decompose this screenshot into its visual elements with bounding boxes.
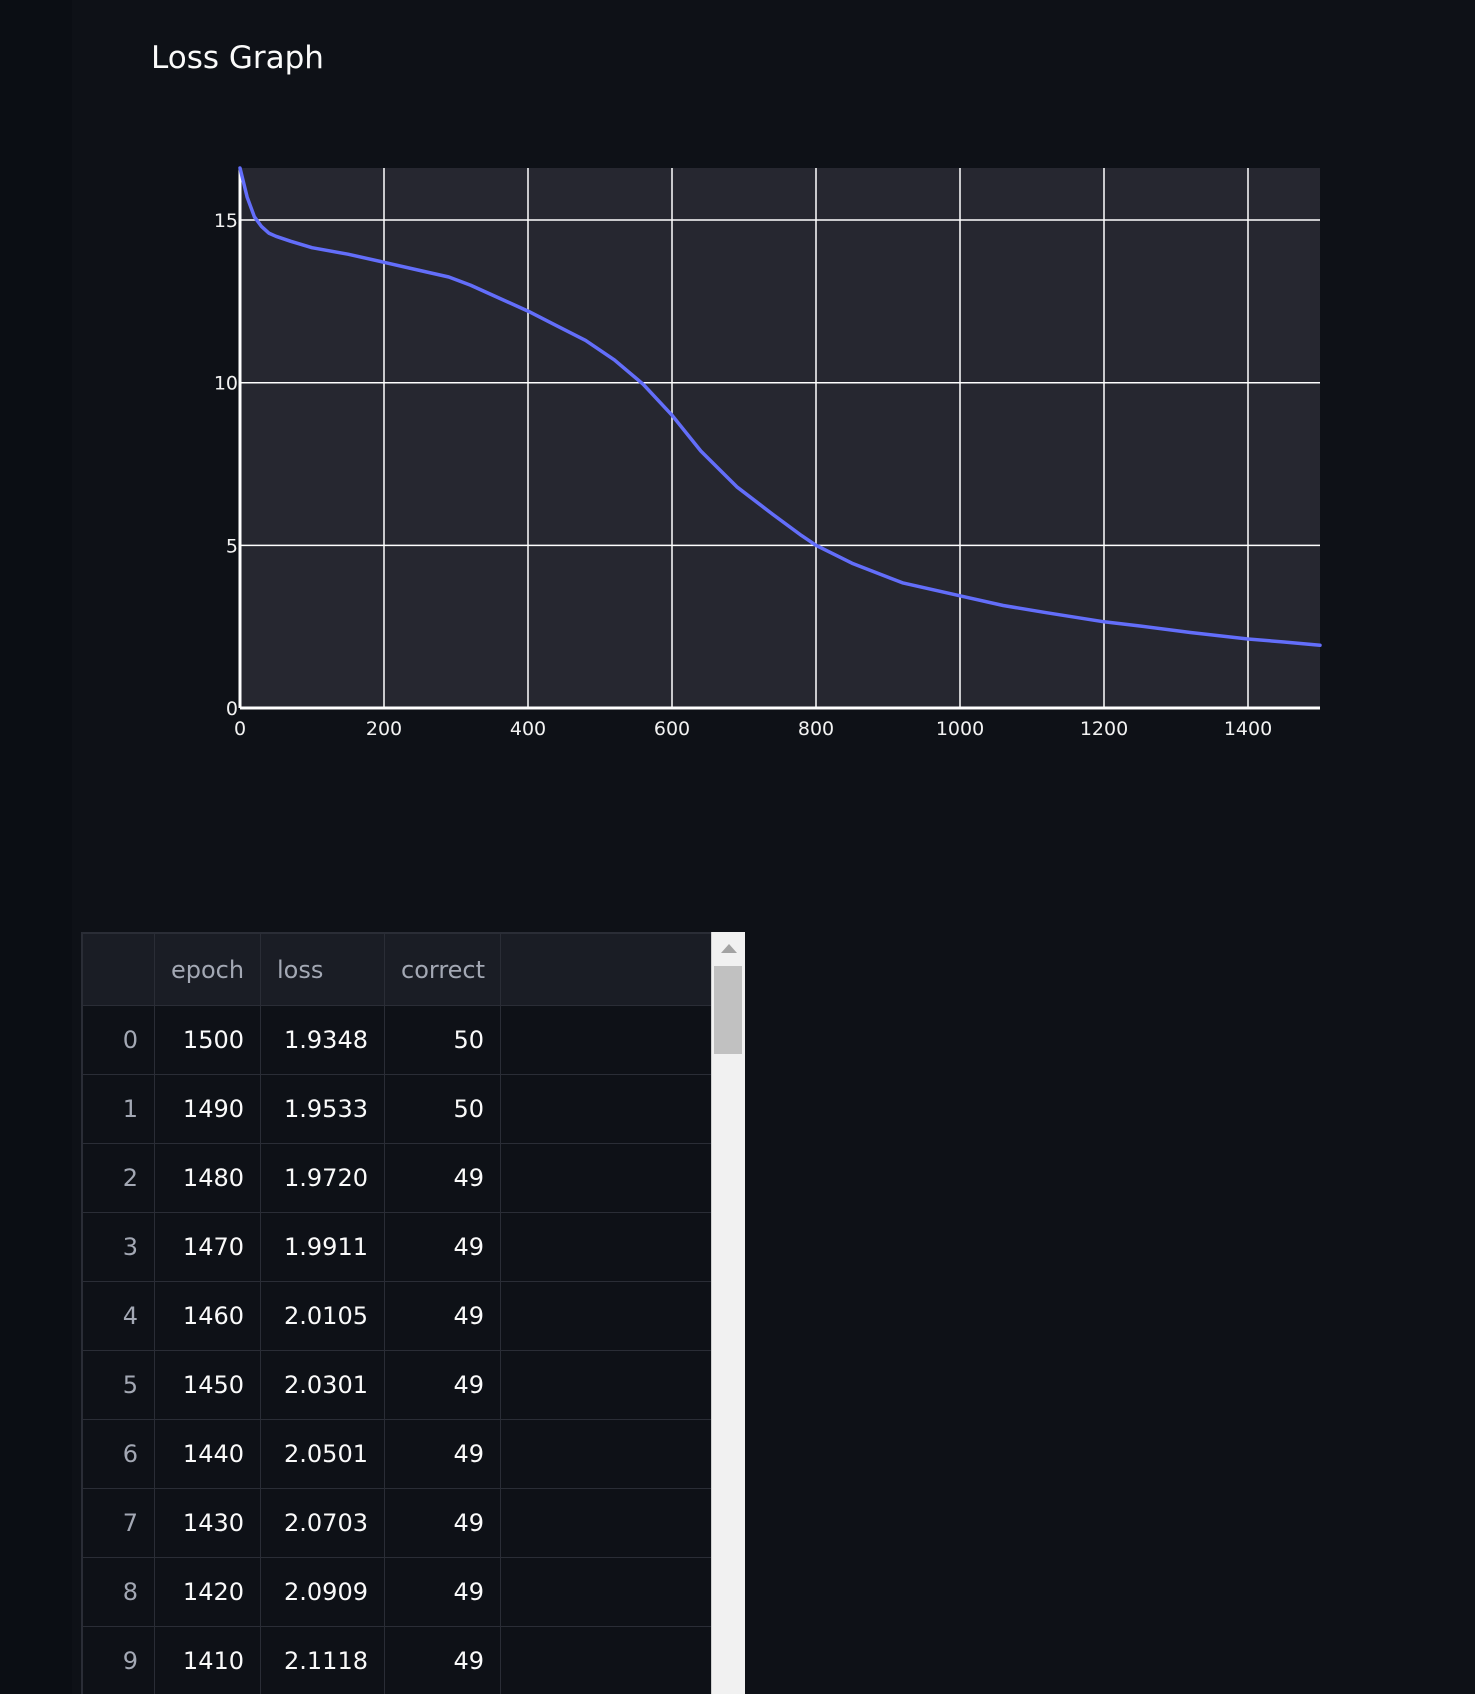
vertical-gridlines [383, 168, 1249, 708]
loss-line-chart[interactable]: 0 200 400 600 800 1000 1200 1400 0 5 10 15 [0, 0, 1475, 760]
correct-cell[interactable]: 49 [384, 1488, 501, 1558]
x-tick-label: 1000 [936, 718, 984, 740]
column-header-loss[interactable]: loss [260, 933, 385, 1006]
table-row[interactable]: 5 1450 2.0301 49 [82, 1350, 713, 1420]
epoch-cell[interactable]: 1470 [154, 1212, 261, 1282]
table-scrollbar[interactable] [711, 932, 745, 1694]
table-row[interactable]: 9 1410 2.1118 49 [82, 1626, 713, 1694]
row-index-cell[interactable]: 4 [82, 1281, 155, 1351]
epoch-cell[interactable]: 1420 [154, 1557, 261, 1627]
y-tick-label: 5 [226, 535, 238, 557]
y-tick-labels: 0 5 10 15 [214, 210, 238, 720]
row-index-cell[interactable]: 7 [82, 1488, 155, 1558]
correct-cell[interactable]: 49 [384, 1143, 501, 1213]
epoch-cell[interactable]: 1430 [154, 1488, 261, 1558]
empty-cell [500, 1419, 713, 1489]
empty-cell [500, 1074, 713, 1144]
table-header-row: epoch loss correct [82, 933, 713, 1006]
y-tick-label: 0 [226, 698, 238, 720]
table-row[interactable]: 7 1430 2.0703 49 [82, 1488, 713, 1558]
loss-cell[interactable]: 2.1118 [260, 1626, 385, 1694]
column-header-epoch[interactable]: epoch [154, 933, 261, 1006]
dataframe-table[interactable]: epoch loss correct 0 1500 1.9348 50 1 14… [81, 932, 745, 1694]
row-index-cell[interactable]: 3 [82, 1212, 155, 1282]
table-row[interactable]: 2 1480 1.9720 49 [82, 1143, 713, 1213]
loss-cell[interactable]: 2.0105 [260, 1281, 385, 1351]
epoch-cell[interactable]: 1410 [154, 1626, 261, 1694]
column-header-empty [500, 933, 713, 1006]
x-tick-label: 0 [234, 718, 246, 740]
x-tick-label: 800 [798, 718, 834, 740]
row-index-cell[interactable]: 5 [82, 1350, 155, 1420]
loss-cell[interactable]: 1.9911 [260, 1212, 385, 1282]
left-gutter [0, 0, 72, 1694]
empty-cell [500, 1626, 713, 1694]
table-row[interactable]: 3 1470 1.9911 49 [82, 1212, 713, 1282]
y-tick-label: 10 [214, 373, 238, 395]
table-row[interactable]: 0 1500 1.9348 50 [82, 1005, 713, 1075]
epoch-cell[interactable]: 1480 [154, 1143, 261, 1213]
plot-area [240, 168, 1320, 708]
table-row[interactable]: 4 1460 2.0105 49 [82, 1281, 713, 1351]
page-title: Loss Graph [151, 40, 324, 76]
loss-cell[interactable]: 1.9348 [260, 1005, 385, 1075]
loss-cell[interactable]: 2.0909 [260, 1557, 385, 1627]
x-tick-labels: 0 200 400 600 800 1000 1200 1400 [234, 718, 1272, 740]
x-tick-label: 400 [510, 718, 546, 740]
loss-cell[interactable]: 1.9720 [260, 1143, 385, 1213]
x-tick-label: 1200 [1080, 718, 1128, 740]
x-tick-label: 600 [654, 718, 690, 740]
correct-cell[interactable]: 49 [384, 1212, 501, 1282]
empty-cell [500, 1005, 713, 1075]
loss-cell[interactable]: 1.9533 [260, 1074, 385, 1144]
empty-cell [500, 1557, 713, 1627]
empty-cell [500, 1488, 713, 1558]
row-index-cell[interactable]: 0 [82, 1005, 155, 1075]
scrollbar-thumb[interactable] [714, 966, 742, 1054]
y-tick-label: 15 [214, 210, 238, 232]
epoch-cell[interactable]: 1440 [154, 1419, 261, 1489]
column-header-index[interactable] [82, 933, 155, 1006]
epoch-cell[interactable]: 1450 [154, 1350, 261, 1420]
row-index-cell[interactable]: 9 [82, 1626, 155, 1694]
loss-series-line [238, 166, 1322, 647]
epoch-cell[interactable]: 1490 [154, 1074, 261, 1144]
scroll-up-arrow-icon[interactable] [721, 944, 737, 953]
x-tick-label: 200 [366, 718, 402, 740]
horizontal-gridlines [240, 219, 1320, 547]
empty-cell [500, 1212, 713, 1282]
empty-cell [500, 1143, 713, 1213]
loss-cell[interactable]: 2.0301 [260, 1350, 385, 1420]
empty-cell [500, 1350, 713, 1420]
correct-cell[interactable]: 49 [384, 1350, 501, 1420]
table-row[interactable]: 1 1490 1.9533 50 [82, 1074, 713, 1144]
epoch-cell[interactable]: 1460 [154, 1281, 261, 1351]
row-index-cell[interactable]: 2 [82, 1143, 155, 1213]
row-index-cell[interactable]: 6 [82, 1419, 155, 1489]
data-table: epoch loss correct 0 1500 1.9348 50 1 14… [82, 933, 713, 1694]
empty-cell [500, 1281, 713, 1351]
table-row[interactable]: 8 1420 2.0909 49 [82, 1557, 713, 1627]
loss-cell[interactable]: 2.0501 [260, 1419, 385, 1489]
epoch-cell[interactable]: 1500 [154, 1005, 261, 1075]
correct-cell[interactable]: 50 [384, 1005, 501, 1075]
correct-cell[interactable]: 49 [384, 1557, 501, 1627]
correct-cell[interactable]: 49 [384, 1626, 501, 1694]
row-index-cell[interactable]: 1 [82, 1074, 155, 1144]
correct-cell[interactable]: 50 [384, 1074, 501, 1144]
correct-cell[interactable]: 49 [384, 1419, 501, 1489]
row-index-cell[interactable]: 8 [82, 1557, 155, 1627]
x-tick-label: 1400 [1224, 718, 1272, 740]
column-header-correct[interactable]: correct [384, 933, 501, 1006]
correct-cell[interactable]: 49 [384, 1281, 501, 1351]
loss-cell[interactable]: 2.0703 [260, 1488, 385, 1558]
table-row[interactable]: 6 1440 2.0501 49 [82, 1419, 713, 1489]
